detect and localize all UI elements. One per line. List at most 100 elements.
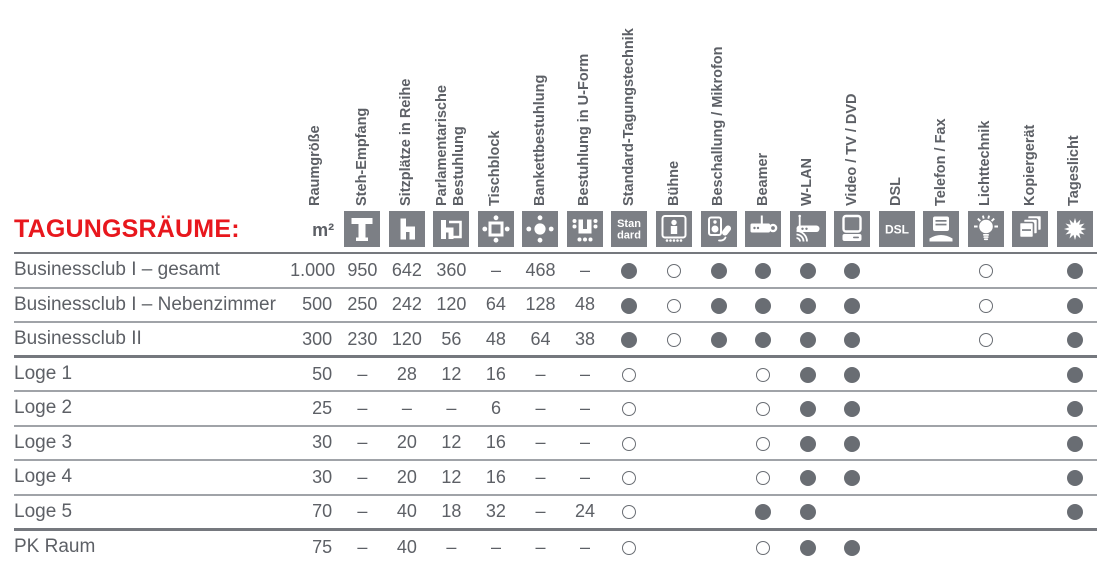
room-name: Businessclub I – Nebenzimmer bbox=[14, 287, 291, 323]
column-header-telefon: Telefon / Fax bbox=[918, 0, 964, 254]
feature-cell bbox=[741, 529, 786, 564]
column-label: Kopiergerät bbox=[1021, 124, 1038, 206]
value-cell: 230 bbox=[340, 322, 385, 358]
feature-cell bbox=[1052, 356, 1097, 392]
feature-dot-filled bbox=[1066, 366, 1083, 383]
feature-cell bbox=[785, 253, 830, 289]
room-name: Businessclub I – gesamt bbox=[14, 253, 291, 289]
empty-cell bbox=[874, 425, 919, 461]
empty-cell bbox=[918, 391, 964, 427]
header-row: TAGUNGSRÄUME: Raumgröße m² Steh-Empfang Sit… bbox=[14, 0, 1097, 254]
feature-cell bbox=[785, 356, 830, 392]
value-cell: 12 bbox=[429, 460, 474, 496]
feature-cell bbox=[607, 287, 652, 323]
video-tv-dvd-icon bbox=[834, 211, 870, 247]
feature-cell bbox=[1052, 287, 1097, 323]
empty-cell bbox=[696, 494, 741, 531]
feature-cell bbox=[740, 356, 786, 392]
feature-cell bbox=[963, 287, 1008, 323]
room-name: PK Raum bbox=[14, 536, 96, 557]
feature-dot-filled bbox=[799, 470, 816, 486]
empty-cell bbox=[874, 494, 919, 531]
empty-cell bbox=[874, 460, 919, 496]
feature-cell bbox=[829, 425, 875, 461]
feature-cell bbox=[740, 391, 786, 427]
empty-cell bbox=[918, 356, 964, 392]
table-row: Businessclub II 300 230 120 56 48 64 38 bbox=[14, 322, 1097, 358]
feature-dot-open bbox=[622, 436, 637, 451]
empty-cell bbox=[1007, 287, 1053, 323]
value-cell: 25 bbox=[290, 391, 341, 427]
column-header-room: TAGUNGSRÄUME: bbox=[14, 0, 291, 254]
value-cell: – bbox=[518, 460, 563, 496]
value-cell: 20 bbox=[384, 425, 430, 461]
value-cell: 1.000 bbox=[290, 253, 341, 289]
empty-cell bbox=[918, 287, 964, 323]
table-row: Loge 2 25– – –6– – bbox=[14, 391, 1097, 427]
table-body: Businessclub I – gesamt 1.000 950 642 360–46… bbox=[14, 253, 1097, 564]
value-cell: – bbox=[562, 460, 608, 496]
feature-dot-filled bbox=[755, 504, 772, 521]
room-name: Loge 5 bbox=[14, 494, 291, 531]
feature-cell bbox=[829, 391, 875, 427]
feature-dot-open bbox=[667, 298, 681, 313]
feature-dot-filled bbox=[621, 263, 638, 279]
empty-cell bbox=[1007, 322, 1053, 358]
feature-dot-filled bbox=[1066, 297, 1083, 314]
feature-cell bbox=[1052, 391, 1097, 427]
value-cell: 40 bbox=[396, 536, 417, 557]
empty-cell bbox=[918, 460, 964, 496]
value-cell: 642 bbox=[384, 253, 430, 289]
value-cell: – bbox=[473, 253, 519, 289]
column-label: Tageslicht bbox=[1066, 135, 1083, 206]
value-cell: 50 bbox=[290, 356, 341, 392]
column-label: Telefon / Fax bbox=[932, 118, 949, 206]
column-header-steh_empfang: Steh-Empfang bbox=[340, 0, 385, 254]
feature-cell bbox=[651, 287, 697, 323]
value-cell: – bbox=[562, 253, 608, 289]
column-header-standard: Standard-Tagungstechnik bbox=[607, 0, 652, 254]
value-cell: – bbox=[579, 536, 590, 557]
room-name: Loge 4 bbox=[14, 460, 291, 496]
feature-dot-filled bbox=[710, 263, 727, 279]
room-name: Loge 1 bbox=[14, 356, 291, 392]
feature-dot-filled bbox=[844, 435, 861, 452]
feature-dot-filled bbox=[1066, 331, 1083, 348]
feature-cell bbox=[740, 322, 786, 358]
feature-dot-filled bbox=[799, 504, 816, 521]
value-cell: 48 bbox=[562, 287, 608, 323]
value-cell: 16 bbox=[473, 356, 519, 392]
empty-cell bbox=[651, 356, 697, 392]
room-name: Businessclub II bbox=[14, 322, 291, 358]
value-cell: – bbox=[446, 536, 457, 557]
feature-cell bbox=[740, 287, 786, 323]
feature-cell bbox=[740, 425, 786, 461]
feature-cell bbox=[651, 253, 697, 289]
empty-cell bbox=[696, 425, 741, 461]
feature-dot-open bbox=[622, 367, 637, 382]
column-header-bankett: Bankettbestuhlung bbox=[518, 0, 563, 254]
value-cell: 950 bbox=[340, 253, 385, 289]
column-label: Tischblock bbox=[487, 130, 504, 206]
feature-dot-open bbox=[756, 471, 771, 485]
empty-cell bbox=[918, 253, 964, 289]
feature-cell bbox=[785, 494, 830, 531]
speaker-microphone-icon bbox=[701, 211, 737, 247]
empty-cell bbox=[1007, 253, 1053, 289]
feature-cell bbox=[1052, 494, 1097, 531]
feature-cell bbox=[607, 253, 652, 289]
feature-cell bbox=[607, 356, 652, 392]
value-cell: 38 bbox=[562, 322, 608, 358]
empty-cell bbox=[963, 494, 1008, 531]
feature-dot-filled bbox=[844, 539, 861, 556]
empty-cell bbox=[1052, 529, 1097, 564]
empty-cell bbox=[652, 529, 697, 564]
feature-cell bbox=[829, 287, 875, 323]
empty-cell bbox=[963, 391, 1008, 427]
feature-dot-open bbox=[622, 505, 637, 520]
feature-cell bbox=[607, 322, 652, 358]
value-cell: – bbox=[518, 356, 563, 392]
conference-rooms-table: TAGUNGSRÄUME: Raumgröße m² Steh-Empfang Sit… bbox=[14, 0, 1097, 564]
feature-dot-filled bbox=[710, 331, 727, 348]
